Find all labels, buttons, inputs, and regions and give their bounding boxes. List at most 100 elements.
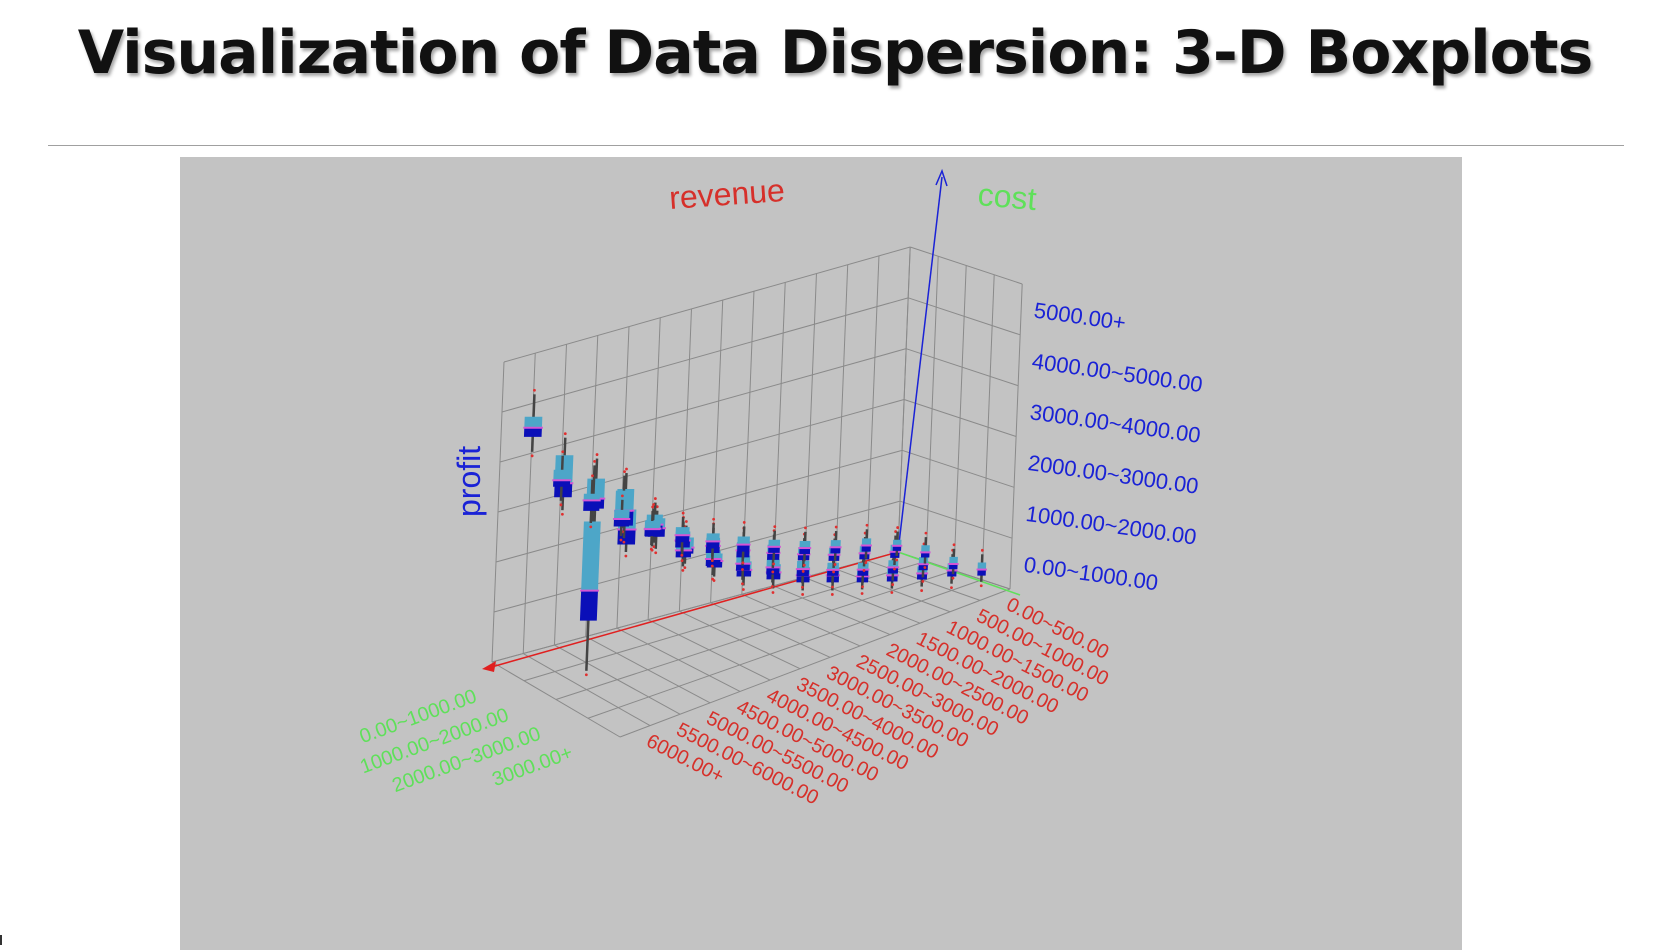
outlier-low — [710, 564, 714, 568]
outlier-low — [680, 553, 684, 557]
outlier-high — [652, 503, 656, 506]
outlier-high — [623, 470, 626, 474]
box-revenue-0-cost-2 — [948, 543, 959, 580]
outlier-low — [654, 551, 658, 555]
outlier-high — [651, 505, 655, 509]
box-revenue-7-cost-0 — [674, 511, 691, 557]
floor-grid-cost-4 — [619, 588, 1011, 738]
outlier-low — [560, 512, 564, 516]
box-lower — [705, 558, 721, 567]
outlier-high — [591, 474, 594, 478]
profit-axis-label: profit — [451, 446, 487, 517]
outlier-low — [801, 570, 805, 573]
side-wall-grid — [897, 246, 1023, 590]
outlier-low — [860, 592, 864, 595]
box-revenue-12-cost-2 — [585, 453, 606, 528]
outlier-low — [832, 570, 835, 574]
title-divider — [48, 145, 1624, 146]
outlier-low — [923, 566, 927, 569]
outlier-high — [593, 459, 596, 463]
box-upper — [737, 536, 750, 545]
outlier-low — [833, 563, 837, 566]
outlier-low — [801, 593, 805, 596]
outlier-low — [864, 561, 868, 565]
box-lower — [920, 552, 930, 558]
box-upper — [918, 557, 929, 565]
profit-tick-3: 3000.00~4000.00 — [1028, 399, 1202, 448]
outlier-high — [804, 526, 807, 530]
outlier-low — [741, 561, 745, 565]
box-lower — [892, 545, 902, 551]
boxes — [523, 388, 987, 677]
box-lower — [523, 427, 542, 437]
box-revenue-5-cost-0 — [736, 521, 751, 565]
box-lower — [706, 541, 720, 549]
box-upper — [675, 527, 690, 536]
box-upper — [921, 545, 930, 553]
outlier-high — [561, 450, 565, 454]
outlier-high — [533, 388, 536, 392]
box-revenue-1-cost-0 — [860, 523, 872, 565]
profit-tick-5: 5000.00+ — [1032, 298, 1127, 336]
side-grid-horizontal-1 — [899, 500, 1013, 539]
back-wall-grid — [491, 246, 911, 663]
outlier-high — [865, 523, 869, 527]
outlier-high — [595, 453, 599, 456]
box-lower — [861, 545, 871, 552]
axis-labels: revenue cost profit — [451, 172, 1038, 517]
cost-axis-line — [897, 551, 1021, 596]
side-grid-horizontal-3 — [903, 399, 1017, 437]
profit-tick-0: 0.00~1000.00 — [1022, 552, 1159, 596]
outlier-high — [924, 531, 928, 535]
box-upper — [799, 540, 811, 549]
outlier-low — [530, 454, 534, 458]
cost-axis-label: cost — [976, 176, 1038, 217]
outlier-low — [680, 559, 684, 562]
outlier-high — [712, 517, 716, 521]
box-lower — [675, 535, 690, 543]
outlier-high — [655, 505, 659, 509]
box-lower — [579, 590, 598, 621]
box-upper — [524, 416, 543, 428]
outlier-low — [622, 540, 626, 544]
outlier-high — [896, 526, 900, 529]
box-lower — [949, 564, 958, 570]
outlier-low — [895, 558, 899, 562]
outlier-high — [620, 494, 624, 498]
revenue-axis-arrow — [482, 661, 496, 672]
outlier-high — [684, 520, 688, 523]
outlier-low — [921, 579, 925, 583]
outlier-low — [710, 559, 714, 562]
outlier-low — [831, 585, 834, 589]
box-upper — [949, 556, 958, 565]
box-revenue-0-cost-0 — [891, 526, 903, 562]
outlier-low — [771, 591, 775, 594]
box-revenue-0-cost-1 — [920, 531, 931, 569]
outlier-low — [920, 589, 924, 592]
outlier-low — [770, 585, 774, 588]
outlier-low — [741, 588, 745, 591]
boxplot-figure: revenue cost profit 0.00~500.00 500.00~10… — [180, 157, 1462, 950]
side-grid-horizontal-4 — [905, 348, 1019, 387]
floor-grid-cost-2 — [555, 570, 955, 700]
box-revenue-3-cost-0 — [798, 526, 812, 567]
outlier-low — [584, 673, 588, 677]
outlier-low — [589, 525, 593, 529]
box-upper — [830, 540, 841, 548]
floor-grid — [491, 551, 1011, 738]
outlier-low — [801, 585, 804, 589]
box-lower — [799, 548, 811, 555]
box-lower — [644, 529, 660, 537]
outlier-low — [891, 583, 895, 586]
outlier-low — [772, 562, 776, 566]
box-lower — [977, 569, 986, 576]
outlier-low — [649, 547, 653, 551]
box-revenue-11-cost-0 — [552, 450, 572, 507]
outlier-high — [980, 548, 984, 552]
outlier-high — [653, 497, 657, 500]
back-grid-horizontal-5 — [501, 297, 909, 413]
box-lower — [613, 518, 630, 527]
outlier-low — [951, 576, 955, 580]
back-grid-horizontal-6 — [503, 246, 911, 363]
box-revenue-4-cost-0 — [767, 525, 781, 566]
